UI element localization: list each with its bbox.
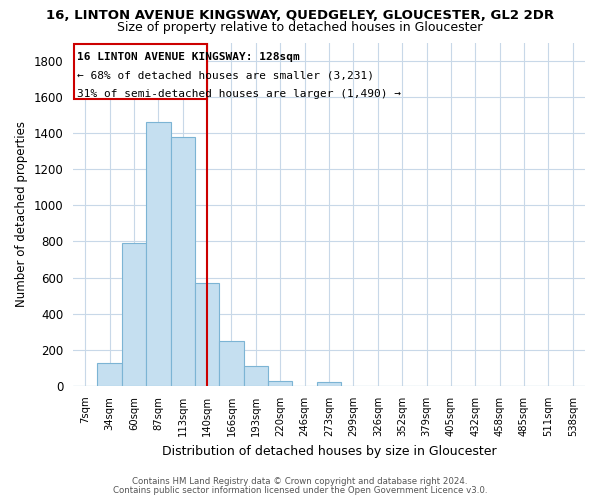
Bar bbox=[146, 122, 170, 386]
Text: Contains HM Land Registry data © Crown copyright and database right 2024.: Contains HM Land Registry data © Crown c… bbox=[132, 477, 468, 486]
Bar bbox=[244, 366, 268, 386]
Bar bbox=[97, 362, 122, 386]
Text: 31% of semi-detached houses are larger (1,490) →: 31% of semi-detached houses are larger (… bbox=[77, 88, 401, 99]
Bar bbox=[122, 243, 146, 386]
Bar bbox=[268, 380, 292, 386]
Text: Contains public sector information licensed under the Open Government Licence v3: Contains public sector information licen… bbox=[113, 486, 487, 495]
X-axis label: Distribution of detached houses by size in Gloucester: Distribution of detached houses by size … bbox=[162, 444, 496, 458]
Bar bbox=[170, 136, 195, 386]
Text: ← 68% of detached houses are smaller (3,231): ← 68% of detached houses are smaller (3,… bbox=[77, 70, 374, 81]
Bar bbox=[74, 44, 207, 98]
Text: 16, LINTON AVENUE KINGSWAY, QUEDGELEY, GLOUCESTER, GL2 2DR: 16, LINTON AVENUE KINGSWAY, QUEDGELEY, G… bbox=[46, 9, 554, 22]
Text: 16 LINTON AVENUE KINGSWAY: 128sqm: 16 LINTON AVENUE KINGSWAY: 128sqm bbox=[77, 52, 299, 62]
Bar bbox=[317, 382, 341, 386]
Bar bbox=[220, 341, 244, 386]
Text: Size of property relative to detached houses in Gloucester: Size of property relative to detached ho… bbox=[118, 21, 482, 34]
Y-axis label: Number of detached properties: Number of detached properties bbox=[15, 122, 28, 308]
Bar bbox=[195, 283, 220, 386]
